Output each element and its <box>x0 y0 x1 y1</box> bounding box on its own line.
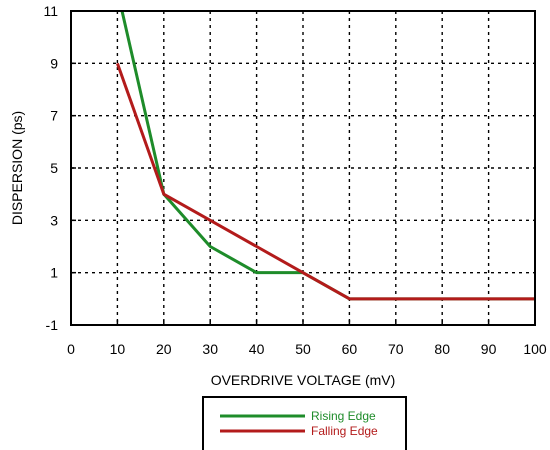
x-tick-label: 10 <box>110 341 126 357</box>
x-tick-label: 80 <box>434 341 450 357</box>
x-tick-label: 0 <box>67 341 75 357</box>
x-tick-label: 50 <box>295 341 311 357</box>
x-tick-label: 70 <box>388 341 404 357</box>
grid-lines <box>71 11 535 325</box>
x-tick-label: 40 <box>249 341 265 357</box>
series-lines <box>115 11 535 301</box>
x-tick-label: 60 <box>342 341 358 357</box>
legend-label: Falling Edge <box>311 424 378 438</box>
x-axis-title: OVERDRIVE VOLTAGE (mV) <box>211 372 396 388</box>
y-tick-label: 3 <box>50 212 58 228</box>
y-tick-label: 5 <box>50 160 58 176</box>
y-tick-label: 11 <box>43 3 58 19</box>
series-line-rising-edge <box>120 11 535 301</box>
y-tick-label: 9 <box>50 55 58 71</box>
y-axis-title: DISPERSION (ps) <box>9 111 25 225</box>
x-tick-label: 100 <box>523 341 547 357</box>
x-tick-label: 20 <box>156 341 172 357</box>
legend-frame <box>202 396 407 450</box>
legend-label: Rising Edge <box>311 409 376 423</box>
x-tick-label: 30 <box>202 341 218 357</box>
series-line-falling-edge <box>115 62 535 301</box>
axes: 0 10 20 30 40 50 60 70 80 90 100 -1 1 3 5 7 9 11 <box>43 3 546 357</box>
x-tick-label: 90 <box>481 341 497 357</box>
y-tick-label: 1 <box>50 265 58 281</box>
y-tick-label: 7 <box>50 108 58 124</box>
y-tick-label: -1 <box>46 317 59 333</box>
